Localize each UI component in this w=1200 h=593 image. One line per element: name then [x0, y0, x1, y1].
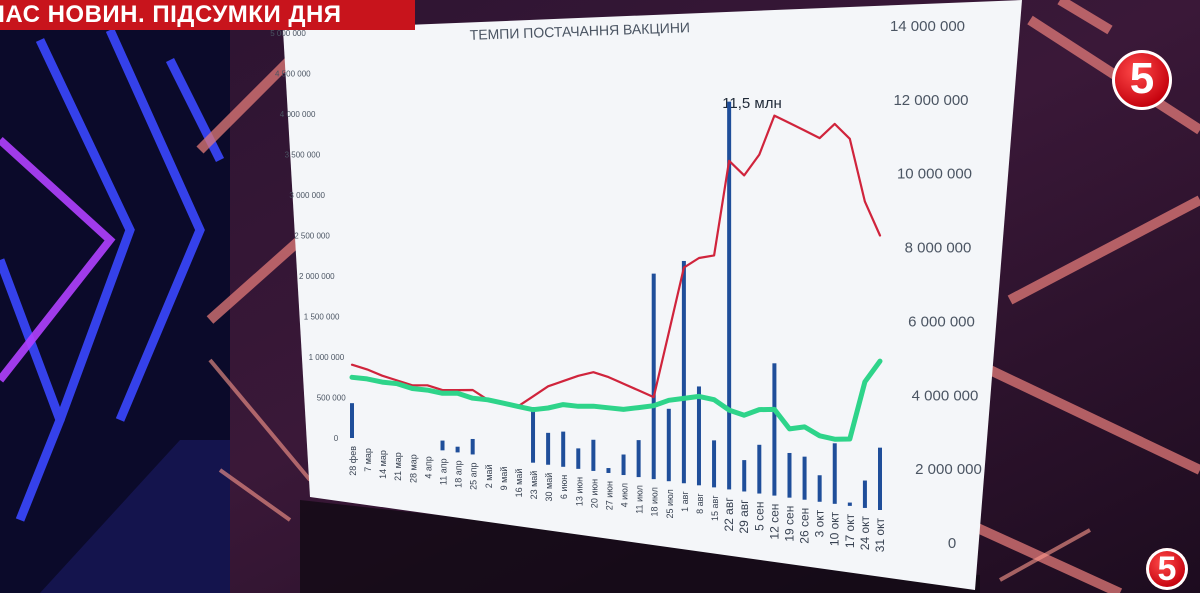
x-axis-tick-label: 3 окт — [813, 509, 827, 537]
bar-26-сен — [802, 456, 807, 500]
bar-30-май — [546, 432, 551, 465]
x-axis-tick-label: 30 май — [544, 473, 554, 502]
x-axis-tick-label: 12 сен — [767, 504, 781, 540]
right-axis-tick-label: 2 000 000 — [915, 461, 982, 478]
left-axis-ticks: 0 500 000 1 000 000 1 500 000 2 000 000 2 500… — [270, 29, 346, 443]
x-axis-tick-label: 17 окт — [843, 513, 857, 548]
x-axis-tick-label: 15 авг — [710, 495, 720, 521]
x-axis-tick-label: 4 июл — [620, 483, 630, 507]
chart-title: ТЕМПИ ПОСТАЧАННЯ ВАКЦИНИ — [469, 19, 690, 43]
bar-24-окт — [862, 480, 867, 508]
left-axis-tick-label: 2 000 000 — [299, 272, 335, 281]
left-axis-tick-label: 4 500 000 — [275, 70, 311, 79]
x-axis-tick-label: 27 июн — [604, 481, 614, 510]
x-axis-labels: 28 фев 7 мар 14 мар 21 мар 28 мар 4 апр 11 апр… — [348, 446, 887, 552]
bar-23-май — [531, 407, 536, 463]
x-axis-tick-label: 26 сен — [798, 508, 812, 544]
x-axis-tick-label: 7 мар — [363, 448, 373, 472]
line-series-green — [349, 358, 883, 442]
x-axis-tick-label: 2 май — [484, 465, 494, 489]
x-axis-tick-label: 29 авг — [737, 499, 751, 534]
right-axis-tick-label: 10 000 000 — [897, 166, 972, 183]
x-axis-tick-label: 19 сен — [782, 506, 796, 542]
news-ticker-banner: ЧАС НОВИН. ПІДСУМКИ ДНЯ — [0, 0, 415, 30]
bar-8-авг — [696, 386, 701, 486]
bar-27-июн — [606, 468, 611, 473]
left-axis-tick-label: 2 500 000 — [294, 232, 330, 241]
bar-17-окт — [847, 502, 852, 506]
bar-6-июн — [561, 431, 566, 467]
x-axis-tick-label: 16 май — [514, 469, 524, 498]
channel-logo: 5 — [1112, 50, 1172, 110]
bar-25-июл — [666, 408, 671, 482]
right-axis-tick-label: 4 000 000 — [912, 387, 979, 404]
x-axis-tick-label: 23 май — [529, 471, 539, 500]
purple-neon-lines — [0, 137, 116, 383]
bar-1-авг — [681, 260, 686, 484]
bar-4-июл — [621, 454, 626, 476]
x-axis-tick-label: 25 июл — [665, 489, 675, 518]
left-axis-tick-label: 500 000 — [317, 394, 346, 403]
x-axis-tick-label: 18 апр — [454, 460, 464, 487]
bar-22-авг — [727, 101, 732, 490]
x-axis-tick-label: 14 мар — [378, 450, 388, 479]
x-axis-tick-label: 28 фев — [348, 446, 358, 476]
line-series-red — [350, 114, 882, 408]
x-axis-tick-label: 28 мар — [408, 454, 418, 483]
bar-28-фев — [350, 403, 354, 438]
x-axis-tick-label: 8 авг — [695, 493, 705, 514]
x-axis-tick-label: 20 июн — [589, 479, 599, 508]
left-axis-tick-label: 1 000 000 — [309, 353, 345, 362]
x-axis-tick-label: 1 авг — [680, 491, 690, 512]
x-axis-tick-label: 9 май — [499, 467, 509, 491]
peak-annotation: 11,5 млн — [722, 95, 782, 112]
x-axis-tick-label: 11 июл — [635, 485, 645, 514]
x-axis-tick-label: 4 апр — [423, 456, 433, 478]
x-axis-tick-label: 11 апр — [439, 458, 449, 485]
bar-19-сен — [787, 452, 792, 498]
bar-12-сен — [772, 363, 777, 496]
left-axis-tick-label: 4 000 000 — [280, 110, 316, 119]
bar-13-июн — [576, 448, 581, 469]
bar-3-окт — [817, 475, 822, 502]
x-axis-tick-label: 22 авг — [722, 497, 736, 532]
x-axis-tick-label: 13 июн — [574, 477, 584, 506]
x-axis-tick-label: 24 окт — [858, 515, 872, 550]
bar-25-апр — [470, 438, 475, 455]
x-axis-tick-label: 10 окт — [828, 511, 842, 546]
x-axis-tick-label: 25 апр — [469, 462, 479, 489]
right-axis-ticks: 0 2 000 000 4 000 000 6 000 000 8 000 000 10 … — [890, 18, 982, 552]
bar-10-окт — [832, 443, 837, 504]
bar-29-авг — [742, 460, 747, 492]
bar-5-сен — [757, 444, 762, 494]
bar-series — [350, 101, 882, 510]
x-axis-tick-label: 5 сен — [752, 502, 766, 531]
right-axis-tick-label: 6 000 000 — [908, 313, 975, 330]
right-axis-tick-label: 8 000 000 — [905, 240, 972, 257]
bar-15-авг — [712, 440, 717, 488]
right-axis-tick-label: 12 000 000 — [893, 92, 968, 109]
bar-20-июн — [591, 439, 596, 471]
x-axis-tick-label: 21 мар — [393, 452, 403, 481]
x-axis-tick-label: 31 окт — [873, 518, 887, 553]
left-axis-tick-label: 3 500 000 — [285, 151, 321, 160]
vaccine-supply-chart: ТЕМПИ ПОСТАЧАННЯ ВАКЦИНИ 11,5 млн 0 500 0… — [270, 18, 982, 552]
bar-11-июл — [636, 440, 641, 478]
right-axis-tick-label: 0 — [948, 535, 956, 552]
news-ticker-text: ЧАС НОВИН. ПІДСУМКИ ДНЯ — [0, 1, 342, 28]
bar-31-окт — [878, 447, 882, 510]
bar-18-апр — [455, 446, 460, 453]
left-axis-tick-label: 1 500 000 — [304, 313, 340, 322]
x-axis-tick-label: 18 июл — [650, 487, 660, 516]
bar-11-апр — [440, 440, 445, 451]
x-axis-tick-label: 6 июн — [559, 475, 569, 499]
left-axis-tick-label: 3 000 000 — [289, 191, 325, 200]
line-series — [349, 114, 883, 442]
right-axis-tick-label: 14 000 000 — [890, 18, 965, 35]
left-axis-tick-label: 0 — [334, 434, 339, 443]
channel-logo-small: 5 — [1146, 548, 1188, 590]
bar-18-июл — [651, 273, 656, 480]
left-axis-tick-label: 5 000 000 — [270, 29, 306, 38]
